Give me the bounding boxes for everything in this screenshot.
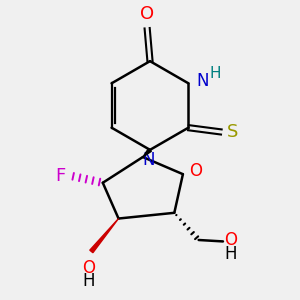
- Text: S: S: [226, 123, 238, 141]
- Text: O: O: [82, 259, 96, 277]
- Polygon shape: [90, 218, 119, 253]
- Text: H: H: [83, 272, 95, 290]
- Text: H: H: [224, 245, 237, 263]
- Text: O: O: [140, 5, 154, 23]
- Text: N: N: [142, 151, 155, 169]
- Text: F: F: [55, 167, 66, 184]
- Polygon shape: [143, 148, 152, 157]
- Text: H: H: [209, 66, 221, 81]
- Text: O: O: [224, 231, 237, 249]
- Text: N: N: [196, 72, 209, 90]
- Text: O: O: [189, 162, 202, 180]
